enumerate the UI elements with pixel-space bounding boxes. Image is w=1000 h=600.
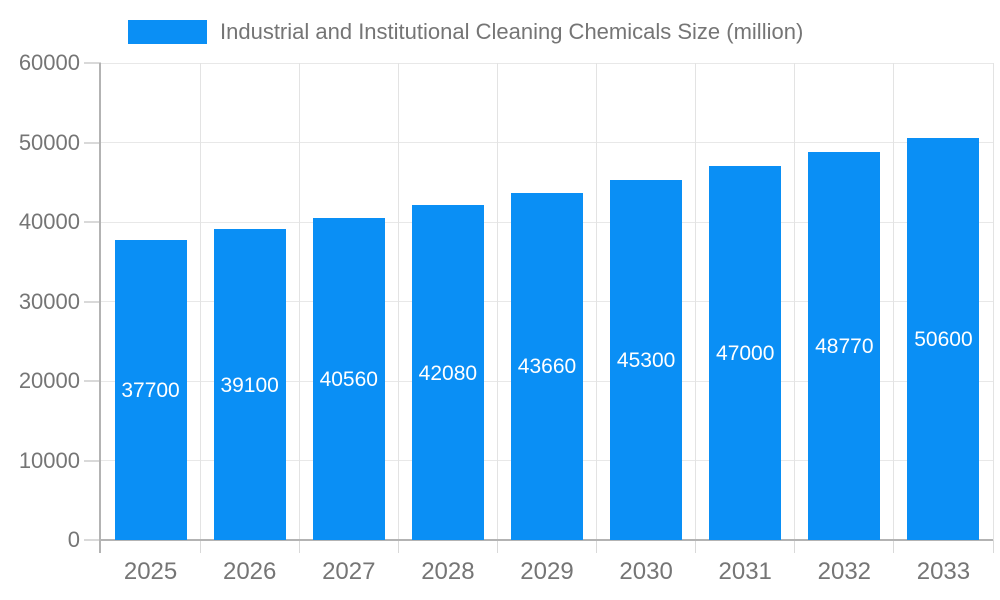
x-axis-tick-label: 2027 bbox=[322, 558, 376, 585]
y-axis-tick bbox=[84, 141, 101, 144]
bar-value-label: 48770 bbox=[815, 335, 874, 359]
bar[interactable] bbox=[312, 217, 385, 540]
x-axis-tick-label: 2033 bbox=[916, 558, 971, 585]
x-axis-tick bbox=[397, 540, 399, 553]
bar[interactable] bbox=[114, 240, 187, 540]
legend-label: Industrial and Institutional Cleaning Ch… bbox=[220, 19, 804, 44]
x-axis-tick-label: 2026 bbox=[222, 558, 277, 585]
bar[interactable] bbox=[907, 137, 980, 540]
x-axis-tick bbox=[596, 540, 598, 553]
bar[interactable] bbox=[411, 205, 484, 540]
y-axis-tick-label: 40000 bbox=[18, 209, 80, 234]
gridline-vertical bbox=[794, 63, 796, 540]
bar-value-label: 43660 bbox=[517, 355, 577, 379]
x-axis-tick-label: 2028 bbox=[421, 558, 475, 585]
gridline-horizontal bbox=[101, 62, 993, 64]
y-axis-line bbox=[99, 63, 101, 553]
gridline-vertical bbox=[596, 63, 598, 540]
bar-value-label: 42080 bbox=[418, 361, 478, 385]
legend-swatch[interactable] bbox=[128, 20, 207, 44]
y-axis-tick-label: 50000 bbox=[18, 129, 80, 155]
bar-value-label: 40560 bbox=[319, 367, 378, 391]
gridline-vertical bbox=[397, 63, 399, 540]
bar-value-label: 45300 bbox=[616, 348, 676, 372]
y-axis-tick-label: 10000 bbox=[18, 447, 80, 473]
bar[interactable] bbox=[511, 192, 583, 540]
gridline-horizontal bbox=[101, 142, 993, 143]
y-axis-tick-label: 30000 bbox=[18, 288, 80, 314]
x-axis-tick-label: 2030 bbox=[619, 558, 673, 585]
y-axis-tick bbox=[84, 459, 101, 462]
x-axis-tick bbox=[695, 540, 697, 553]
y-axis-tick-label: 0 bbox=[67, 527, 80, 552]
x-axis-tick bbox=[496, 540, 498, 553]
bar-value-label: 47000 bbox=[716, 342, 775, 366]
y-axis-tick bbox=[84, 221, 101, 223]
x-axis-tick bbox=[298, 540, 300, 553]
bar[interactable] bbox=[610, 179, 683, 540]
x-axis-tick bbox=[199, 540, 201, 553]
y-axis-tick bbox=[84, 539, 101, 541]
x-axis-tick bbox=[893, 540, 895, 553]
y-axis-tick-label: 20000 bbox=[18, 368, 80, 393]
bar[interactable] bbox=[213, 229, 286, 540]
bar-value-label: 50600 bbox=[914, 327, 973, 351]
bar-value-label: 39100 bbox=[220, 373, 279, 397]
y-axis-tick bbox=[84, 380, 101, 382]
x-axis-tick-label: 2025 bbox=[123, 558, 178, 585]
y-axis-tick bbox=[84, 62, 101, 64]
x-axis-tick-label: 2029 bbox=[520, 558, 574, 585]
x-axis-tick bbox=[794, 540, 796, 553]
gridline-vertical bbox=[496, 63, 498, 540]
x-axis-tick-label: 2031 bbox=[718, 558, 772, 585]
x-axis-tick bbox=[992, 540, 994, 553]
gridline-vertical bbox=[893, 63, 895, 540]
gridline-vertical bbox=[695, 63, 697, 540]
gridline-vertical bbox=[298, 63, 300, 540]
gridline-vertical bbox=[199, 63, 201, 540]
bar[interactable] bbox=[709, 166, 782, 540]
bar[interactable] bbox=[808, 152, 881, 540]
gridline-vertical bbox=[992, 63, 994, 540]
x-axis-line bbox=[101, 539, 993, 541]
legend[interactable]: Industrial and Institutional Cleaning Ch… bbox=[128, 18, 803, 46]
y-axis-tick bbox=[84, 300, 101, 303]
y-axis-tick-label: 60000 bbox=[18, 50, 80, 75]
x-axis-tick-label: 2032 bbox=[817, 558, 872, 585]
bar-value-label: 37700 bbox=[121, 379, 180, 403]
